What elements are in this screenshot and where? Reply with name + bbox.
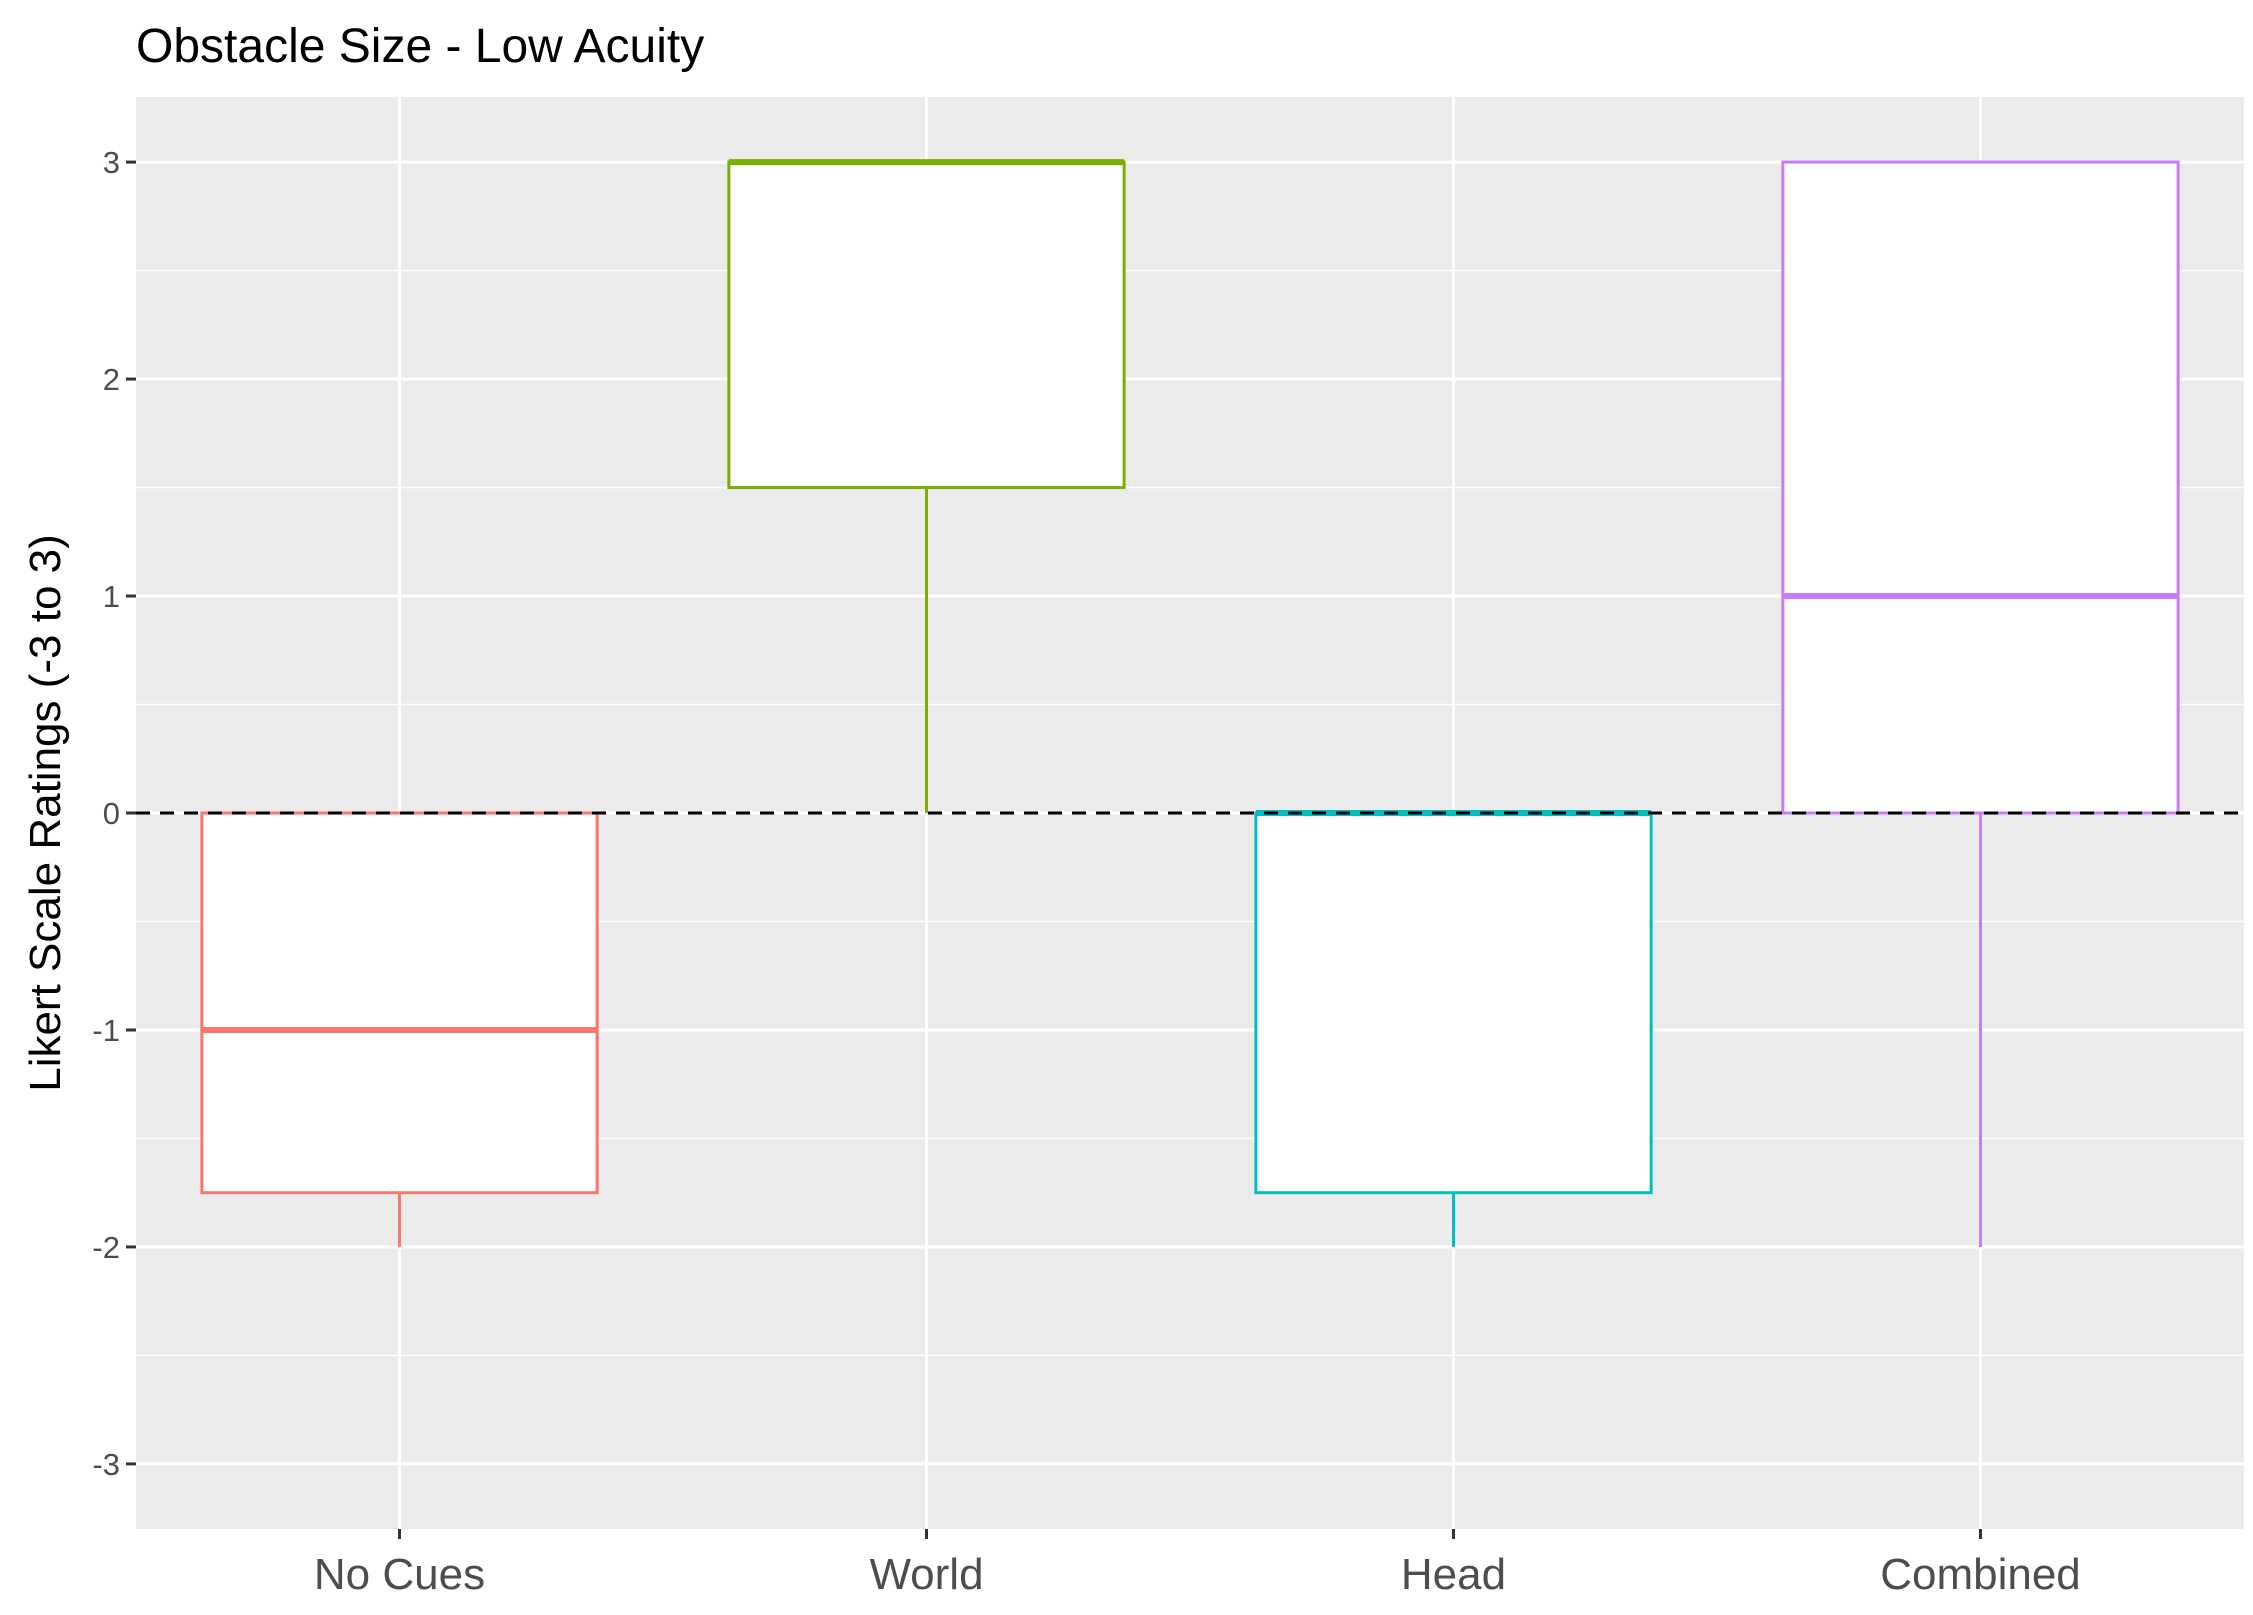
- y-axis-title: Likert Scale Ratings (-3 to 3): [21, 534, 70, 1092]
- y-tick-label: 0: [103, 796, 120, 831]
- y-tick-label: -3: [92, 1447, 120, 1482]
- x-tick-label: Head: [1401, 1550, 1506, 1599]
- y-axis-ticks: 3 2 1 0 -1 -2 -3: [92, 145, 136, 1482]
- y-tick-label: -1: [92, 1013, 120, 1048]
- y-tick-label: 1: [103, 579, 120, 614]
- x-tick-label: Combined: [1880, 1550, 2081, 1599]
- chart-title: Obstacle Size - Low Acuity: [136, 20, 704, 73]
- box-iqr: [200, 811, 599, 1195]
- box-combined: [1781, 160, 2180, 1247]
- box-series: [200, 159, 2180, 1247]
- x-axis-ticks: No Cues World Head Combined: [314, 1529, 2081, 1599]
- y-tick-label: 2: [103, 362, 120, 397]
- box-iqr: [1254, 811, 1653, 1195]
- x-tick-label: World: [869, 1550, 983, 1599]
- box-iqr: [727, 160, 1126, 490]
- box-head: [1254, 810, 1653, 1247]
- box-no-cues: [200, 811, 599, 1247]
- x-tick-label: No Cues: [314, 1550, 485, 1599]
- box-world: [727, 159, 1126, 813]
- y-tick-label: 3: [103, 145, 120, 180]
- y-tick-label: -2: [92, 1230, 120, 1265]
- box-iqr: [1781, 160, 2180, 815]
